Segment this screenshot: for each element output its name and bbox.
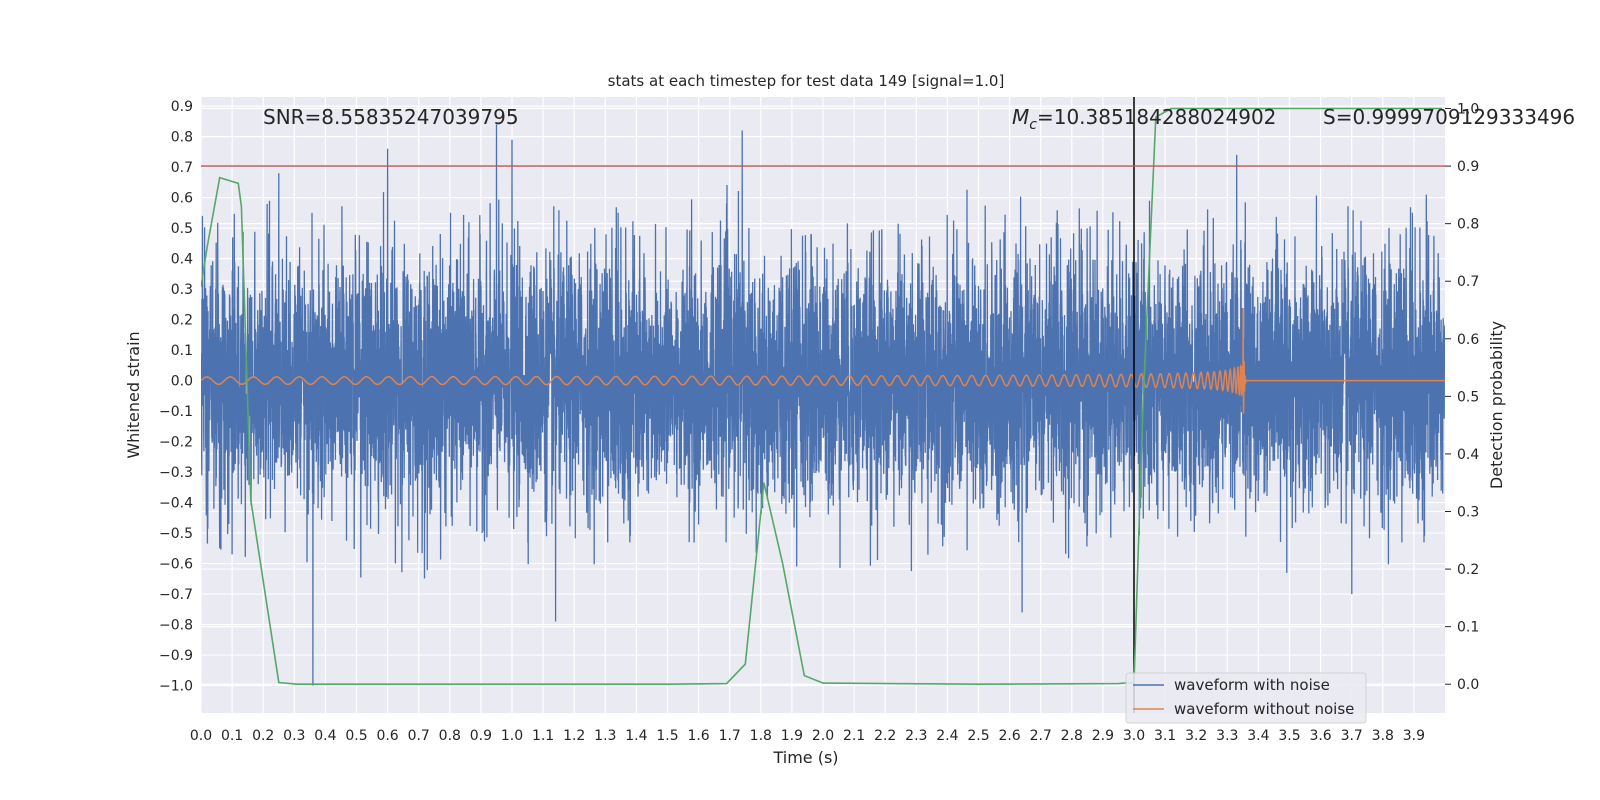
y-tick-label-left: −0.5 <box>159 526 193 542</box>
x-tick-label: 3.7 <box>1341 728 1363 744</box>
x-axis-ticks: 0.0 0.1 0.2 0.3 0.4 0.5 0.6 0.7 0.8 0.9 1.0 1.1 1.2 1… <box>190 728 1425 744</box>
x-tick-label: 3.4 <box>1247 728 1269 744</box>
x-tick-label: 3.2 <box>1185 728 1207 744</box>
x-tick-label: 1.5 <box>656 728 678 744</box>
x-tick-label: 3.8 <box>1372 728 1394 744</box>
x-tick-label: 0.4 <box>314 728 336 744</box>
y-tick-label-right: 0.7 <box>1457 274 1479 290</box>
y-tick-label-left: −0.9 <box>159 648 193 664</box>
y-axis-left-ticks: 0.9 0.8 0.7 0.6 0.5 0.4 0.3 0.2 0.1 0.0 −0.1 −0.2 −0… <box>159 99 193 694</box>
y-tick-label-left: 0.4 <box>171 252 193 268</box>
x-tick-label: 2.2 <box>874 728 896 744</box>
mc-symbol: M <box>1012 105 1029 129</box>
y-tick-label-left: 0.5 <box>171 221 193 237</box>
series-line-detection-probability <box>201 107 1442 686</box>
x-tick-label: 0.0 <box>190 728 212 744</box>
x-tick-label: 0.1 <box>221 728 243 744</box>
x-tick-label: 0.8 <box>439 728 461 744</box>
x-tick-label: 2.8 <box>1061 728 1083 744</box>
x-tick-label: 0.7 <box>408 728 430 744</box>
x-tick-label: 3.3 <box>1216 728 1238 744</box>
legend-label-waveform-without-noise: waveform without noise <box>1174 700 1354 718</box>
x-tick-label: 2.0 <box>812 728 834 744</box>
x-axis-label: Time (s) <box>772 748 838 767</box>
y-tick-label-left: −0.6 <box>159 557 193 573</box>
y-tick-label-right: 0.3 <box>1457 505 1479 521</box>
y-tick-label-left: −0.3 <box>159 465 193 481</box>
x-tick-label: 2.7 <box>1030 728 1052 744</box>
x-tick-label: 0.6 <box>376 728 398 744</box>
y-tick-label-left: 0.3 <box>171 282 193 298</box>
x-tick-label: 1.1 <box>532 728 554 744</box>
x-tick-label: 1.8 <box>750 728 772 744</box>
y-tick-label-right: 0.1 <box>1457 620 1479 636</box>
mc-annotation: Mc=10.385184288024902 <box>1012 105 1276 133</box>
legend-label-waveform-with-noise: waveform with noise <box>1174 676 1330 694</box>
y-tick-label-right: 0.0 <box>1457 677 1479 693</box>
x-tick-label: 1.0 <box>501 728 523 744</box>
x-tick-label: 1.7 <box>719 728 741 744</box>
mc-subscript: c <box>1029 117 1037 133</box>
y-axis-left-label: Whitened strain <box>124 331 143 458</box>
y-tick-label-left: 0.7 <box>171 160 193 176</box>
x-tick-label: 2.9 <box>1092 728 1114 744</box>
x-tick-label: 2.5 <box>967 728 989 744</box>
series-line-waveform-without-noise <box>201 307 1445 414</box>
y-tick-label-left: −0.4 <box>159 496 193 512</box>
y-tick-label-left: −0.1 <box>159 404 193 420</box>
y-tick-label-right: 0.4 <box>1457 447 1479 463</box>
x-tick-label: 0.3 <box>283 728 305 744</box>
chart-title: stats at each timestep for test data 149… <box>608 72 1005 90</box>
series-layer <box>201 97 1445 713</box>
y-tick-label-right: 0.8 <box>1457 217 1479 233</box>
x-tick-label: 0.2 <box>252 728 274 744</box>
x-tick-label: 2.3 <box>905 728 927 744</box>
y-tick-label-left: 0.6 <box>171 191 193 207</box>
y-tick-label-left: 0.9 <box>171 99 193 115</box>
y-axis-right-label: Detection probability <box>1487 321 1506 489</box>
y-tick-label-left: 0.8 <box>171 130 193 146</box>
y-tick-label-left: −0.2 <box>159 435 193 451</box>
x-tick-label: 3.9 <box>1403 728 1425 744</box>
y-tick-label-left: −0.8 <box>159 618 193 634</box>
x-tick-label: 1.4 <box>625 728 647 744</box>
y-tick-label-right: 0.9 <box>1457 159 1479 175</box>
y-tick-label-left: −1.0 <box>159 679 193 695</box>
x-tick-label: 1.9 <box>781 728 803 744</box>
x-tick-label: 3.6 <box>1309 728 1331 744</box>
y-tick-label-left: 0.1 <box>171 343 193 359</box>
x-tick-label: 2.1 <box>843 728 865 744</box>
x-tick-label: 2.4 <box>936 728 958 744</box>
x-tick-label: 3.0 <box>1123 728 1145 744</box>
x-tick-label: 2.6 <box>998 728 1020 744</box>
y-tick-label-right: 0.5 <box>1457 389 1479 405</box>
y-tick-label-left: 0.0 <box>171 374 193 390</box>
s-annotation: S=0.9999709129333496 <box>1323 105 1575 129</box>
y-tick-label-right: 0.6 <box>1457 332 1479 348</box>
x-tick-label: 1.2 <box>563 728 585 744</box>
legend-box <box>1125 672 1367 724</box>
x-tick-label: 1.6 <box>687 728 709 744</box>
y-tick-label-right: 0.2 <box>1457 562 1479 578</box>
mc-value: =10.385184288024902 <box>1037 105 1276 129</box>
x-tick-label: 1.3 <box>594 728 616 744</box>
y-tick-label-right: 1.0 <box>1457 102 1479 118</box>
legend: waveform with noise waveform without noi… <box>1125 672 1367 724</box>
x-tick-label: 0.5 <box>345 728 367 744</box>
y-axis-right-ticks: 1.0 0.9 0.8 0.7 0.6 0.5 0.4 0.3 0.2 0.1 0.0 <box>1445 102 1479 693</box>
x-tick-label: 0.9 <box>470 728 492 744</box>
y-tick-label-left: 0.2 <box>171 313 193 329</box>
x-tick-label: 3.1 <box>1154 728 1176 744</box>
x-tick-label: 3.5 <box>1278 728 1300 744</box>
series-line-waveform-with-noise <box>201 124 1445 686</box>
y-tick-label-left: −0.7 <box>159 587 193 603</box>
snr-annotation: SNR=8.55835247039795 <box>263 105 519 129</box>
